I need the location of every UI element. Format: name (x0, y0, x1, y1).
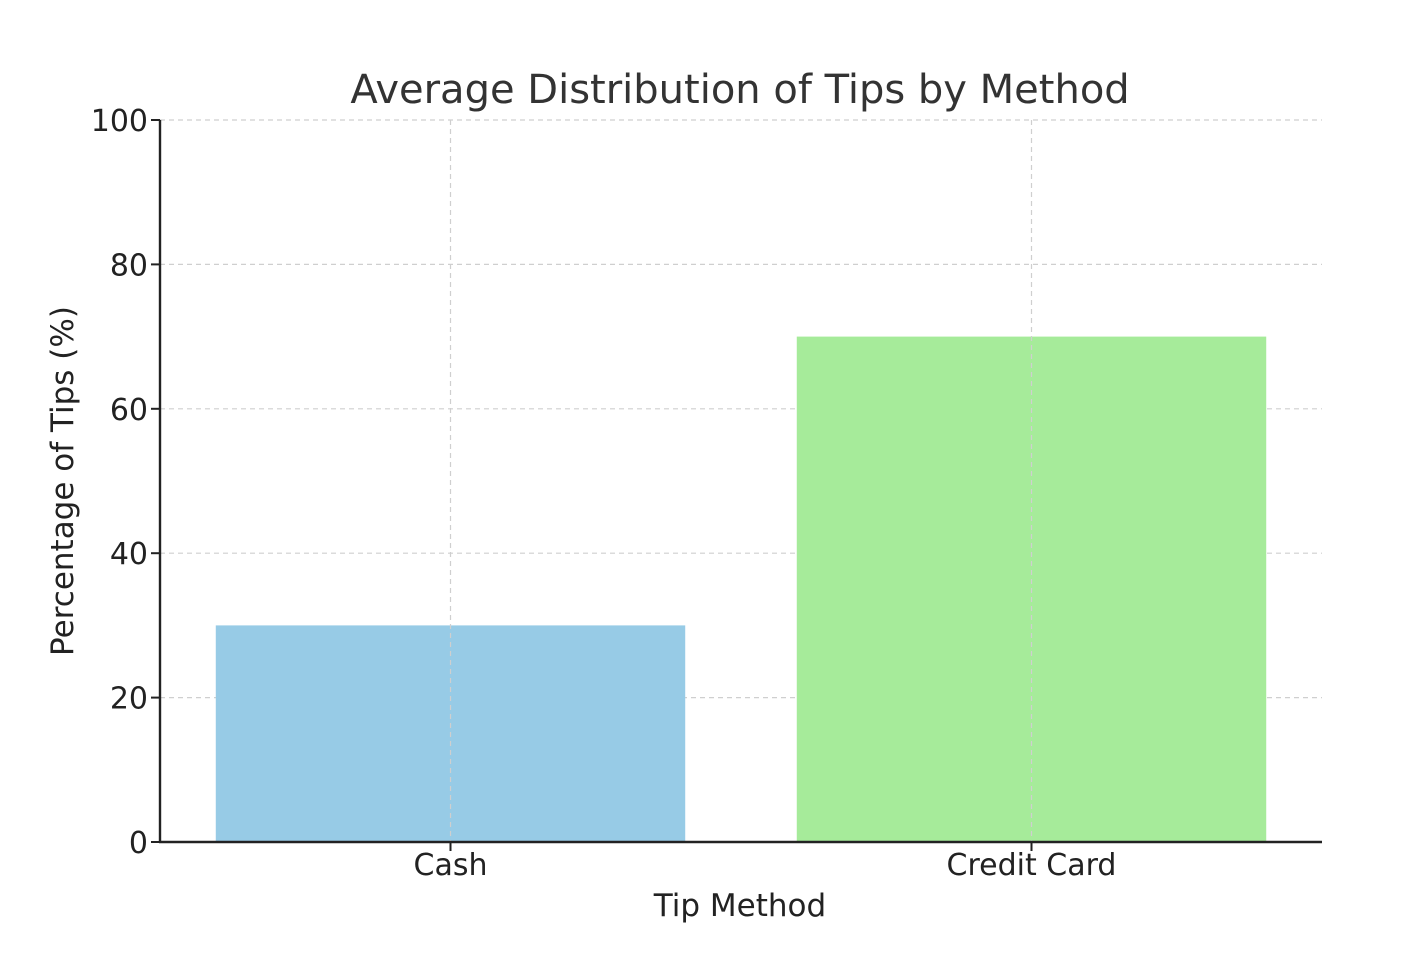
chart-title: Average Distribution of Tips by Method (350, 67, 1129, 113)
x-axis-label: Tip Method (653, 888, 826, 924)
y-tick-label: 40 (110, 537, 148, 572)
bar-layer (215, 336, 1267, 842)
axis-layer (158, 120, 1322, 844)
y-tick-label: 100 (91, 104, 148, 139)
y-tick-label: 20 (110, 682, 148, 717)
vertical-grid-layer (449, 120, 1033, 842)
x-tick-label: Cash (414, 848, 488, 883)
y-axis-label: Percentage of Tips (%) (45, 306, 81, 656)
tick-layer: 0 20 40 60 80 100 Cash Credit Card (91, 104, 1117, 883)
y-tick-label: 80 (110, 248, 148, 283)
x-tick-label: Credit Card (947, 848, 1117, 883)
y-tick-label: 0 (129, 826, 148, 861)
y-tick-label: 60 (110, 393, 148, 428)
